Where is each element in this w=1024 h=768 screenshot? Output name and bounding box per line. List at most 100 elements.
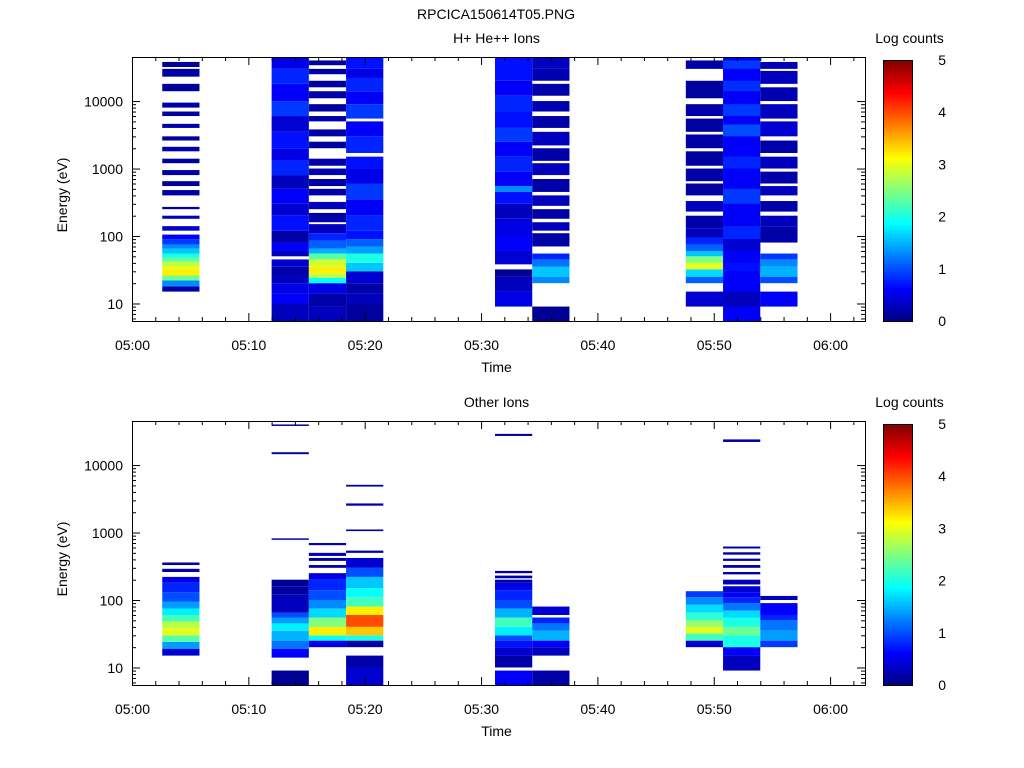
heatmap-cell: [162, 226, 200, 231]
colorbar-step: [883, 247, 912, 252]
heatmap-cell: [271, 215, 309, 231]
heatmap-cell: [495, 590, 533, 601]
colorbar-step: [883, 585, 912, 590]
heatmap-cell: [723, 635, 761, 648]
colorbar-step: [883, 70, 912, 74]
colorbar-step: [883, 172, 912, 176]
heatmap-cell: [495, 127, 533, 142]
colorbar-step: [883, 494, 912, 498]
colorbar-step: [883, 619, 912, 623]
x-tick-label: 06:00: [813, 701, 848, 717]
colorbar-step: [883, 671, 912, 676]
heatmap-cell: [532, 670, 570, 685]
colorbar-tick-label: 5: [938, 52, 946, 68]
heatmap-cell: [532, 148, 570, 161]
colorbar-step: [883, 260, 912, 265]
colorbar-step: [883, 266, 912, 270]
y-axis-label: Energy (eV): [54, 522, 70, 597]
heatmap-cell: [760, 61, 798, 69]
heatmap-cell: [723, 439, 761, 442]
heatmap-cell: [532, 276, 570, 284]
heatmap-cell: [162, 123, 200, 128]
colorbar-step: [883, 148, 912, 152]
heatmap-cell: [532, 163, 570, 176]
heatmap-cell: [760, 156, 798, 169]
colorbar-step: [883, 434, 912, 438]
colorbar-step: [883, 206, 912, 210]
heatmap-cell: [723, 552, 761, 555]
colorbar-step: [883, 117, 912, 121]
colorbar: 0 1 2 3 4 5 Log counts: [875, 394, 946, 693]
colorbar-step: [883, 99, 912, 103]
heatmap-cell: [760, 201, 798, 212]
heatmap-cell: [308, 600, 347, 609]
colorbar-step: [883, 300, 912, 304]
heatmap-cell: [346, 576, 384, 589]
colorbar-step: [883, 429, 912, 433]
heatmap-cell: [532, 83, 570, 96]
heatmap-cell: [271, 579, 309, 587]
heatmap-cell: [685, 604, 724, 613]
colorbar-step: [883, 523, 912, 527]
heatmap-cell: [760, 266, 798, 277]
colorbar-step: [883, 679, 912, 683]
heatmap-cell: [346, 230, 384, 240]
colorbar-step: [883, 640, 912, 644]
y-tick-label: 10: [107, 296, 123, 312]
heatmap-cell: [532, 306, 570, 321]
colorbar-step: [883, 491, 912, 496]
colorbar-step: [883, 666, 912, 670]
heatmap-cell: [495, 579, 533, 583]
heatmap-cell: [346, 635, 384, 641]
colorbar-step: [883, 638, 912, 642]
heatmap-cell: [685, 620, 724, 627]
heatmap-cell: [162, 601, 200, 609]
heatmap-cell: [271, 283, 309, 294]
heatmap-cell: [495, 186, 533, 192]
heatmap-cell: [532, 209, 570, 219]
colorbar-step: [883, 431, 912, 436]
heatmap-cell: [308, 590, 347, 601]
heatmap-cell: [532, 222, 570, 231]
colorbar-step: [883, 677, 912, 681]
heatmap-cell: [760, 640, 798, 648]
heatmap-cell: [271, 83, 309, 102]
colorbar-tick-label: 3: [938, 156, 946, 172]
colorbar-step: [883, 624, 912, 629]
heatmap-cell: [495, 236, 533, 251]
colorbar-step: [883, 452, 912, 456]
colorbar-step: [883, 91, 912, 95]
colorbar-step: [883, 444, 912, 449]
colorbar-step: [883, 195, 912, 199]
colorbar-step: [883, 60, 912, 64]
x-tick-label: 06:00: [813, 337, 848, 353]
colorbar-step: [883, 478, 912, 483]
heatmap-cell: [685, 60, 724, 69]
colorbar-step: [883, 507, 912, 511]
heatmap-cell: [346, 484, 384, 487]
colorbar-step: [883, 88, 912, 92]
colorbar-step: [883, 289, 912, 293]
heatmap-cell: [346, 283, 384, 294]
heatmap-cell: [495, 600, 533, 609]
heatmap-cell: [162, 265, 200, 270]
colorbar-step: [883, 200, 912, 205]
heatmap-cell: [162, 158, 200, 164]
x-axis: 05:00 05:10 05:20 05:30 05:40 05:50 06:00: [115, 421, 855, 717]
colorbar-step: [883, 96, 912, 100]
heatmap-cell: [532, 259, 570, 267]
heatmap-cell: [495, 570, 533, 574]
colorbar-step: [883, 292, 912, 296]
colorbar-frame: [883, 60, 913, 322]
heatmap-cell: [346, 199, 384, 216]
heatmap-cell: [162, 239, 200, 245]
heatmap-cell: [271, 586, 309, 595]
colorbar-step: [883, 489, 912, 493]
colorbar-step: [883, 651, 912, 655]
heatmap-cell: [271, 203, 309, 216]
heatmap-cell: [308, 129, 347, 137]
colorbar-step: [883, 240, 912, 244]
heatmap-cell: [760, 630, 798, 641]
y-axis: 10 100 1000 10000: [84, 94, 865, 320]
colorbar-step: [883, 146, 912, 150]
